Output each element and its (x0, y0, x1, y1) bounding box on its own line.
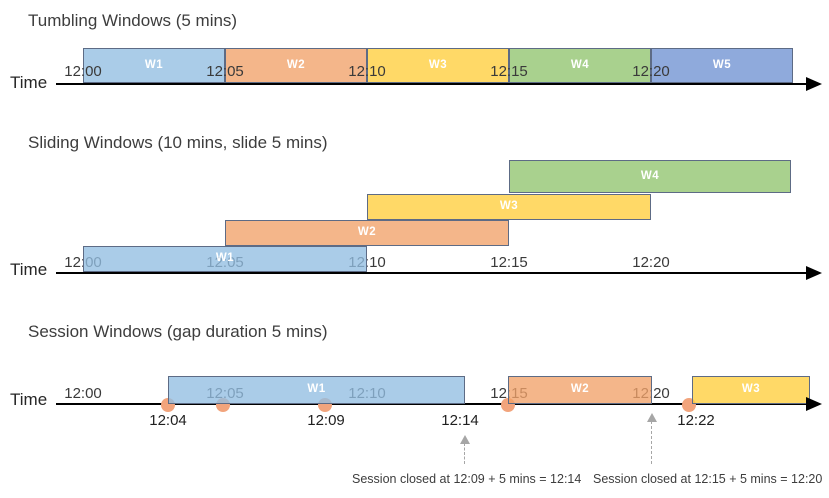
window-w4 (509, 160, 791, 193)
window-label-w4: W4 (640, 169, 660, 182)
window-label-w2: W2 (357, 226, 377, 238)
window-w1 (83, 246, 367, 272)
annotation-arrow-line (651, 421, 652, 464)
axis-arrowhead (806, 397, 822, 411)
time-axis-label: Time (10, 260, 48, 279)
window-w1 (168, 376, 465, 404)
annotation-text: Session closed at 12:15 + 5 mins = 12:20 (593, 472, 823, 486)
window-w3 (367, 48, 509, 83)
axis-tick: 12:20 (632, 254, 670, 271)
event-time-label: 12:22 (677, 412, 715, 429)
window-label-w5: W5 (712, 58, 732, 71)
window-label-w2: W2 (286, 58, 306, 71)
window-label-w1: W1 (215, 252, 235, 264)
annotation-text: Session closed at 12:09 + 5 mins = 12:14 (352, 472, 582, 486)
window-w3 (692, 376, 810, 404)
axis-tick: 12:15 (490, 254, 528, 271)
window-w2 (225, 220, 509, 246)
window-w1 (83, 48, 225, 83)
window-w3 (367, 194, 651, 220)
window-label-w3: W3 (428, 58, 448, 71)
event-time-label: 12:09 (307, 412, 345, 429)
time-axis (56, 403, 810, 405)
annotation-arrow-head (460, 435, 470, 444)
window-label-w2: W2 (570, 383, 590, 395)
axis-tick: 12:20 (632, 63, 670, 80)
time-axis-label: Time (10, 390, 48, 409)
event-time-label: 12:14 (441, 412, 479, 429)
annotation-arrow-head (647, 413, 657, 422)
window-label-w1: W1 (307, 383, 326, 395)
annotation-arrow-line (464, 443, 465, 464)
time-axis (56, 272, 810, 274)
window-label-w3: W3 (499, 200, 519, 212)
event-time-label: 12:04 (149, 412, 187, 429)
section-title: Tumbling Windows (5 mins) (28, 11, 238, 30)
window-label-w4: W4 (570, 58, 590, 71)
axis-tick: 12:05 (206, 63, 244, 80)
time-axis (56, 83, 810, 85)
time-axis-label: Time (10, 73, 48, 92)
axis-arrowhead (806, 77, 822, 91)
axis-tick: 12:00 (64, 385, 102, 402)
axis-tick: 12:15 (490, 63, 528, 80)
axis-tick: 12:00 (64, 63, 102, 80)
window-label-w1: W1 (144, 58, 164, 71)
section-title: Sliding Windows (10 mins, slide 5 mins) (28, 133, 328, 152)
window-w2 (508, 376, 652, 404)
window-w5 (651, 48, 793, 83)
window-label-w3: W3 (741, 383, 761, 395)
axis-tick: 12:10 (348, 63, 386, 80)
window-w2 (225, 48, 367, 83)
axis-arrowhead (806, 266, 822, 280)
window-w4 (509, 48, 651, 83)
section-title: Session Windows (gap duration 5 mins) (28, 322, 328, 341)
